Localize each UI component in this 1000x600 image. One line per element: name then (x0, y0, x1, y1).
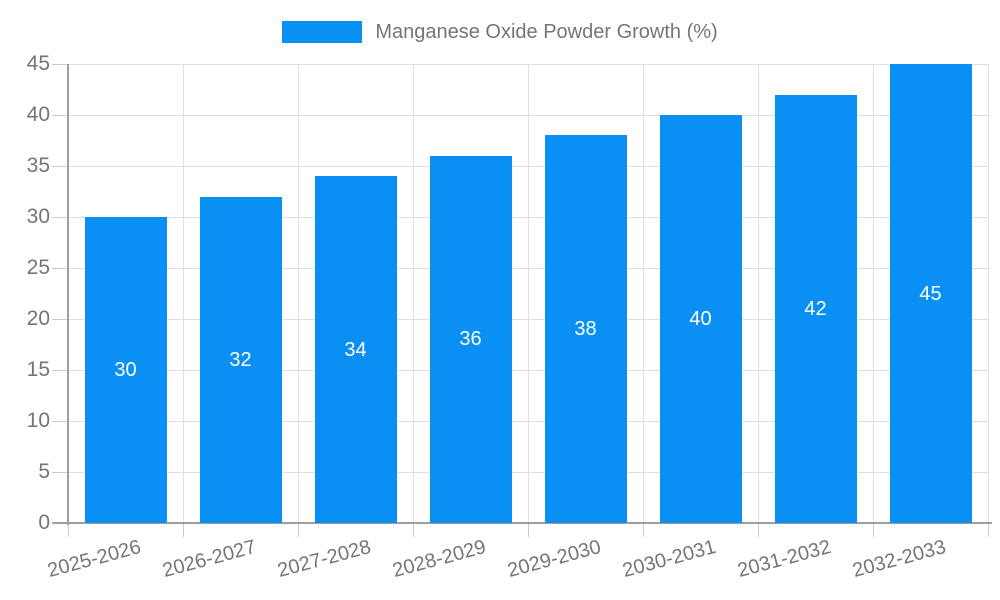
bar-value-label: 36 (459, 328, 482, 351)
bar (314, 176, 397, 523)
bar-value-label: 42 (804, 297, 827, 320)
x-axis-category-label: 2028-2029 (390, 536, 489, 583)
y-axis-tick (52, 421, 68, 422)
bar (659, 115, 742, 523)
legend-swatch (282, 21, 363, 43)
chart-legend: Manganese Oxide Powder Growth (%) (0, 18, 1000, 46)
y-axis-tick (52, 115, 68, 116)
gridline-vertical (413, 64, 414, 523)
bar (774, 94, 857, 523)
gridline-vertical (758, 64, 759, 523)
y-axis-tick-label: 10 (26, 409, 50, 432)
x-axis-tick (68, 523, 69, 537)
gridline-vertical (988, 64, 989, 523)
x-axis-category-label: 2031-2032 (735, 536, 834, 583)
y-axis-tick-label: 40 (26, 103, 50, 126)
y-axis-tick-label: 30 (26, 205, 50, 228)
x-axis-line (52, 522, 992, 524)
bar-value-label: 40 (689, 308, 712, 330)
x-axis-tick (873, 523, 874, 537)
x-axis-category-label: 2030-2031 (620, 536, 719, 583)
x-axis-tick (643, 523, 644, 537)
x-axis-tick (758, 523, 759, 537)
bar-value-label: 34 (344, 338, 367, 361)
y-axis-tick-label: 0 (38, 511, 50, 534)
bar-value-label: 38 (574, 318, 597, 341)
bar (544, 135, 627, 523)
x-axis-category-label: 2025-2026 (45, 536, 144, 583)
y-axis-tick (52, 268, 68, 269)
y-axis-tick (52, 64, 68, 65)
y-axis-tick (52, 472, 68, 473)
y-axis-tick-label: 25 (26, 256, 50, 279)
x-axis-tick (528, 523, 529, 537)
y-axis-tick-label: 5 (38, 460, 50, 483)
bar (84, 217, 167, 523)
gridline-vertical (183, 64, 184, 523)
x-axis-tick (988, 523, 989, 537)
y-axis-line (67, 64, 69, 525)
x-axis-category-label: 2032-2033 (850, 536, 949, 583)
gridline-vertical (528, 64, 529, 523)
y-axis-tick-label: 15 (26, 358, 50, 381)
x-axis-category-label: 2027-2028 (275, 536, 374, 583)
x-axis-tick (298, 523, 299, 537)
legend-label: Manganese Oxide Powder Growth (%) (375, 20, 718, 43)
gridline-vertical (873, 64, 874, 523)
bar-value-label: 30 (114, 359, 137, 381)
gridline-vertical (298, 64, 299, 523)
y-axis-tick-label: 20 (26, 307, 50, 330)
gridline-vertical (643, 64, 644, 523)
y-axis-tick (52, 370, 68, 371)
x-axis-tick (183, 523, 184, 537)
y-axis-tick-label: 45 (26, 52, 50, 75)
x-axis-category-label: 2026-2027 (160, 536, 259, 583)
y-axis-tick (52, 217, 68, 218)
x-axis-category-label: 2029-2030 (505, 536, 604, 583)
bar (199, 196, 282, 523)
bar (889, 64, 972, 523)
y-axis-tick-label: 35 (26, 154, 50, 177)
y-axis-tick (52, 166, 68, 167)
x-axis-tick (413, 523, 414, 537)
bar-value-label: 45 (919, 282, 942, 305)
y-axis-tick (52, 319, 68, 320)
bar-value-label: 32 (229, 348, 252, 371)
bar (429, 155, 512, 523)
